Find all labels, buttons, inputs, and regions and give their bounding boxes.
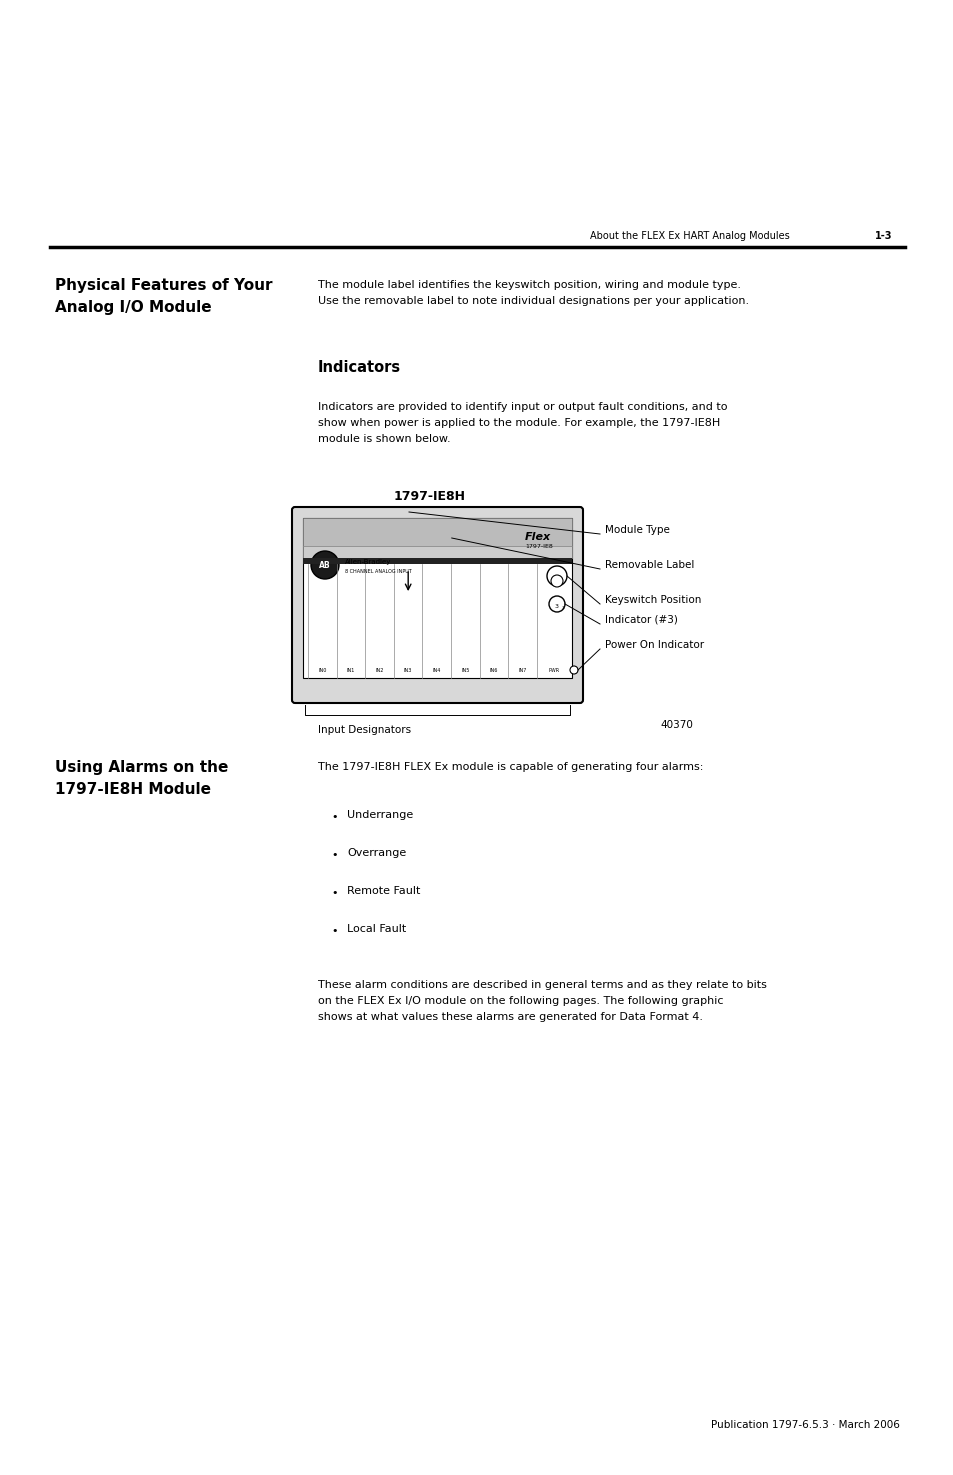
Text: Indicator (#3): Indicator (#3) <box>604 615 678 625</box>
Text: Module Type: Module Type <box>604 525 669 535</box>
Text: The module label identifies the keyswitch position, wiring and module type.: The module label identifies the keyswitc… <box>317 280 740 291</box>
Text: IN7: IN7 <box>518 668 526 673</box>
Text: IN4: IN4 <box>432 668 440 673</box>
Text: •: • <box>332 813 338 822</box>
Circle shape <box>569 667 578 674</box>
Text: 1-3: 1-3 <box>874 232 892 240</box>
Text: Local Fault: Local Fault <box>347 923 406 934</box>
Text: Analog I/O Module: Analog I/O Module <box>55 299 212 316</box>
Text: Input Designators: Input Designators <box>317 726 411 735</box>
Text: Allen-Bradley: Allen-Bradley <box>345 559 391 565</box>
Bar <box>303 518 572 546</box>
Text: 3: 3 <box>555 603 558 609</box>
Text: About the FLEX Ex HART Analog Modules: About the FLEX Ex HART Analog Modules <box>589 232 789 240</box>
Text: IN5: IN5 <box>460 668 469 673</box>
Text: IN0: IN0 <box>317 668 326 673</box>
Text: 8 CHANNEL ANALOG INPUT: 8 CHANNEL ANALOG INPUT <box>345 569 412 574</box>
Text: Overrange: Overrange <box>347 848 406 858</box>
Bar <box>303 518 572 679</box>
Text: show when power is applied to the module. For example, the 1797-IE8H: show when power is applied to the module… <box>317 417 720 428</box>
Bar <box>303 546 572 558</box>
Circle shape <box>311 552 338 580</box>
Text: AB: AB <box>319 560 331 569</box>
Text: PWR: PWR <box>548 668 559 673</box>
Text: 3: 3 <box>561 606 564 611</box>
Text: Publication 1797-6.5.3 · March 2006: Publication 1797-6.5.3 · March 2006 <box>710 1420 899 1429</box>
Text: on the FLEX Ex I/O module on the following pages. The following graphic: on the FLEX Ex I/O module on the followi… <box>317 996 722 1006</box>
Text: Keyswitch Position: Keyswitch Position <box>604 594 700 605</box>
Text: 1797-IE8H Module: 1797-IE8H Module <box>55 782 211 796</box>
Text: 1797-IE8H: 1797-IE8H <box>394 490 465 503</box>
FancyBboxPatch shape <box>292 507 582 704</box>
Text: IN2: IN2 <box>375 668 383 673</box>
Text: Removable Label: Removable Label <box>604 560 694 569</box>
Text: 40370: 40370 <box>659 720 692 730</box>
Text: Use the removable label to note individual designations per your application.: Use the removable label to note individu… <box>317 296 748 305</box>
Text: IN1: IN1 <box>346 668 355 673</box>
Text: 1797-IE8: 1797-IE8 <box>524 544 552 549</box>
Text: These alarm conditions are described in general terms and as they relate to bits: These alarm conditions are described in … <box>317 979 766 990</box>
Text: Physical Features of Your: Physical Features of Your <box>55 277 273 294</box>
Text: Using Alarms on the: Using Alarms on the <box>55 760 228 774</box>
Text: IN6: IN6 <box>489 668 497 673</box>
Text: Power On Indicator: Power On Indicator <box>604 640 703 650</box>
Text: Indicators are provided to identify input or output fault conditions, and to: Indicators are provided to identify inpu… <box>317 403 727 412</box>
Text: Remote Fault: Remote Fault <box>347 886 420 895</box>
Text: The 1797-IE8H FLEX Ex module is capable of generating four alarms:: The 1797-IE8H FLEX Ex module is capable … <box>317 763 702 771</box>
Text: •: • <box>332 926 338 937</box>
Text: •: • <box>332 888 338 898</box>
Text: Indicators: Indicators <box>317 360 400 375</box>
Circle shape <box>548 596 564 612</box>
Circle shape <box>551 575 562 587</box>
Text: module is shown below.: module is shown below. <box>317 434 450 444</box>
Text: IN3: IN3 <box>403 668 412 673</box>
Bar <box>303 558 572 563</box>
Text: Flex: Flex <box>524 532 551 541</box>
Circle shape <box>546 566 566 586</box>
Text: •: • <box>332 850 338 860</box>
Text: shows at what values these alarms are generated for Data Format 4.: shows at what values these alarms are ge… <box>317 1012 702 1022</box>
Text: Underrange: Underrange <box>347 810 413 820</box>
